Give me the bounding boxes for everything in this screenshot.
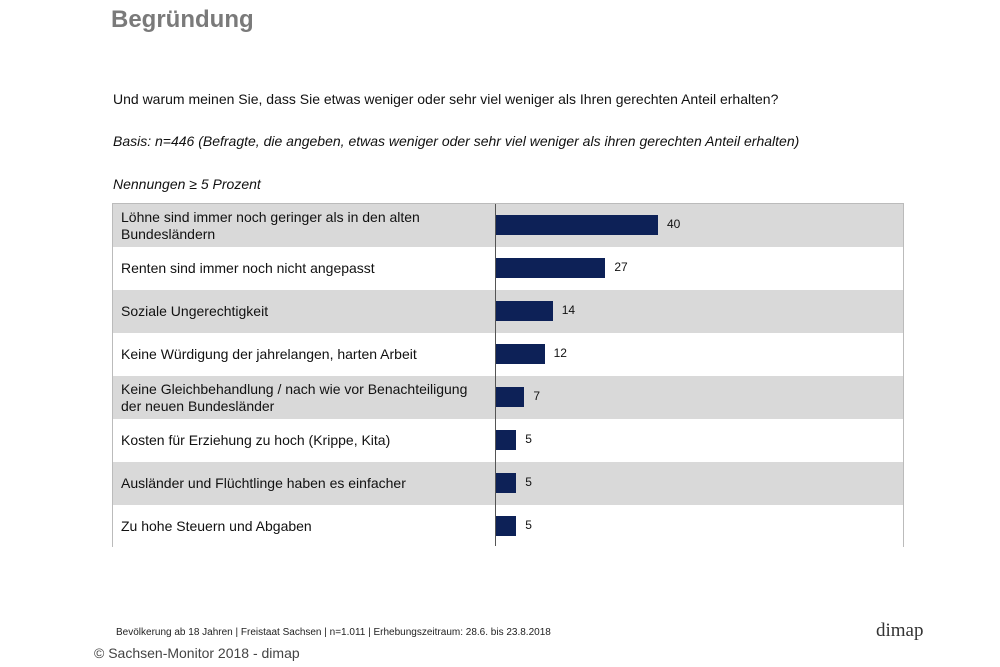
chart-row: Renten sind immer noch nicht angepasst 27 [113, 247, 903, 290]
chart-row: Keine Würdigung der jahrelangen, harten … [113, 333, 903, 376]
chart-row: Zu hohe Steuern und Abgaben 5 [113, 505, 903, 548]
question-text: Und warum meinen Sie, dass Sie etwas wen… [113, 91, 779, 107]
page-title: Begründung [111, 6, 254, 33]
bar [496, 301, 553, 321]
category-label: Keine Würdigung der jahrelangen, harten … [121, 346, 417, 362]
bar [496, 215, 658, 235]
data-label: 5 [525, 475, 532, 489]
chart-row: Soziale Ungerechtigkeit 14 [113, 290, 903, 333]
data-label: 7 [533, 389, 541, 403]
bar-chart: Löhne sind immer noch geringer als in de… [112, 203, 904, 548]
footer-text: Bevölkerung ab 18 Jahren | Freistaat Sac… [116, 627, 551, 638]
bar [496, 516, 517, 536]
chart-row: Ausländer und Flüchtlinge haben es einfa… [113, 462, 903, 505]
category-label: Ausländer und Flüchtlinge haben es einfa… [121, 475, 406, 491]
data-label: 5 [525, 432, 532, 446]
bar [496, 344, 545, 364]
category-label: Keine Gleichbehandlung / nach wie vor Be… [121, 380, 468, 414]
data-label: 27 [614, 260, 628, 274]
bar [496, 473, 517, 493]
basis-text: Basis: n=446 (Befragte, die angeben, etw… [113, 133, 800, 149]
chart-row: Kosten für Erziehung zu hoch (Krippe, Ki… [113, 419, 903, 462]
data-label: 40 [667, 217, 681, 231]
axis-line [495, 204, 496, 546]
category-label: Löhne sind immer noch geringer als in de… [121, 208, 420, 242]
category-label: Zu hohe Steuern und Abgaben [121, 518, 312, 534]
data-label: 12 [553, 346, 567, 360]
category-label: Soziale Ungerechtigkeit [121, 303, 269, 319]
bar [496, 430, 517, 450]
chart-row: Keine Gleichbehandlung / nach wie vor Be… [113, 376, 903, 419]
copyright-text: © Sachsen-Monitor 2018 - dimap [94, 645, 300, 661]
note-text: Nennungen ≥ 5 Prozent [113, 176, 261, 192]
category-label: Renten sind immer noch nicht angepasst [121, 260, 375, 276]
dimap-logo: dimap [876, 620, 924, 641]
bar [496, 258, 606, 278]
category-label: Kosten für Erziehung zu hoch (Krippe, Ki… [121, 432, 391, 448]
bar [496, 387, 525, 407]
chart-row: Löhne sind immer noch geringer als in de… [113, 204, 903, 247]
data-label: 5 [525, 518, 532, 532]
data-label: 14 [561, 303, 576, 317]
